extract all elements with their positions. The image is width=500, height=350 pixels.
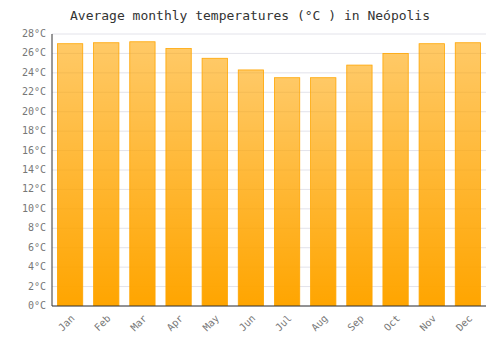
grid-line: [52, 34, 486, 35]
chart-svg: 0°C 2°C 4°C 6°C 8°C 10°C 12°C 14°C 16°C 18°C 20°C 2…: [0, 0, 500, 350]
y-tick-label: 8°C: [28, 222, 46, 233]
bar: [455, 43, 480, 306]
x-tick-label: Sep: [345, 313, 366, 334]
x-tick-label: Feb: [92, 313, 113, 334]
bar: [347, 65, 372, 306]
y-tick-label: 0°C: [28, 300, 46, 311]
x-tick-label: Oct: [382, 313, 403, 334]
x-tick-label: Mar: [128, 313, 149, 334]
y-tick-label: 18°C: [22, 125, 46, 136]
bar: [274, 78, 299, 306]
chart-container: 0°C 2°C 4°C 6°C 8°C 10°C 12°C 14°C 16°C 18°C 20°C 2…: [0, 0, 500, 350]
y-tick-label: 10°C: [22, 203, 46, 214]
bar: [311, 78, 336, 306]
x-tick-label: Jan: [56, 313, 77, 334]
y-tick-label: 2°C: [28, 281, 46, 292]
title: Average monthly temperatures (°C ) in Ne…: [70, 8, 430, 23]
bar: [94, 43, 119, 306]
y-tick-label: 4°C: [28, 261, 46, 272]
x-tick-label: Aug: [309, 313, 330, 334]
grid: [52, 34, 486, 306]
y-tick-label: 20°C: [22, 106, 46, 117]
y-tick-label: 22°C: [22, 86, 46, 97]
y-tick-label: 12°C: [22, 183, 46, 194]
bar: [57, 44, 82, 306]
x-axis-line: [52, 306, 486, 307]
y-tick-label: 6°C: [28, 242, 46, 253]
bar: [419, 44, 444, 306]
x-tick-label: Jul: [273, 313, 294, 334]
bar: [202, 58, 227, 306]
x-tick-label: Nov: [418, 313, 439, 334]
bar: [383, 53, 408, 306]
x-tick-label: Dec: [454, 313, 475, 334]
bars: [57, 42, 480, 306]
x-axis: Jan Feb Mar Apr May Jun Jul Aug Sep Oct Nov Dec: [56, 313, 474, 334]
bar: [166, 49, 191, 306]
x-tick-label: Jun: [237, 313, 258, 334]
grid-line: [52, 306, 486, 307]
y-tick-label: 14°C: [22, 164, 46, 175]
y-axis: 0°C 2°C 4°C 6°C 8°C 10°C 12°C 14°C 16°C 18°C 20°C 2…: [22, 28, 46, 311]
x-tick-label: Apr: [165, 313, 186, 334]
y-tick-label: 28°C: [22, 28, 46, 39]
y-tick-label: 26°C: [22, 47, 46, 58]
y-tick-label: 24°C: [22, 67, 46, 78]
bar: [238, 70, 263, 306]
bar: [130, 42, 155, 306]
y-tick-label: 16°C: [22, 145, 46, 156]
x-tick-label: May: [201, 313, 222, 334]
y-axis-line: [52, 34, 53, 306]
